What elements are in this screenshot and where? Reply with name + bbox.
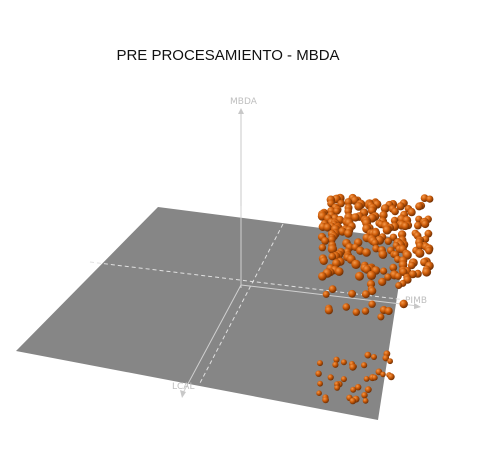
data-point — [382, 225, 392, 235]
data-point — [340, 376, 347, 383]
data-point — [316, 390, 322, 397]
data-point — [408, 270, 417, 279]
data-point — [384, 237, 392, 245]
data-point — [349, 397, 357, 405]
data-point — [387, 373, 395, 381]
data-point — [361, 392, 368, 399]
data-point — [361, 362, 368, 369]
data-point — [396, 202, 405, 211]
data-point — [354, 202, 364, 211]
data-point — [350, 386, 357, 393]
data-point — [407, 208, 416, 217]
data-point — [401, 222, 410, 231]
data-point — [349, 363, 357, 371]
plane-gridline-y — [199, 223, 284, 384]
data-point — [321, 237, 329, 245]
data-point — [315, 370, 322, 377]
data-point — [382, 354, 390, 362]
data-point — [391, 207, 399, 216]
data-point — [340, 359, 347, 366]
data-point — [390, 216, 399, 225]
data-point — [352, 308, 360, 316]
data-point — [380, 371, 386, 378]
data-point — [371, 239, 379, 247]
data-point — [355, 384, 362, 391]
data-point — [415, 248, 425, 258]
x-axis-arrow — [414, 303, 421, 309]
data-point — [351, 213, 360, 222]
data-point — [399, 299, 408, 309]
data-point — [415, 202, 424, 211]
data-point — [361, 290, 370, 299]
data-point — [344, 198, 353, 207]
data-point — [424, 229, 433, 238]
data-point — [366, 270, 377, 280]
data-point — [371, 374, 378, 381]
data-point — [324, 306, 333, 315]
points-layer — [315, 193, 434, 405]
data-point — [378, 250, 388, 259]
data-point — [407, 261, 416, 270]
data-point — [421, 219, 430, 229]
data-point — [362, 397, 369, 404]
data-point — [425, 246, 433, 255]
z-axis-arrow — [238, 108, 244, 114]
data-point — [333, 207, 341, 215]
data-point — [364, 386, 372, 393]
data-point — [380, 267, 388, 275]
data-point — [332, 259, 341, 268]
data-point — [334, 267, 344, 276]
data-point — [319, 256, 328, 265]
data-point — [363, 376, 370, 382]
data-point — [318, 272, 327, 281]
data-point — [361, 307, 370, 315]
data-point — [362, 248, 371, 257]
data-point — [355, 271, 364, 281]
z-axis-label: MBDA — [230, 97, 258, 107]
base-plane — [16, 207, 406, 420]
y-axis-label: LCAL — [172, 382, 194, 392]
data-point — [351, 259, 361, 269]
data-point — [377, 313, 385, 321]
data-point — [328, 285, 337, 293]
y-axis-line — [182, 284, 242, 394]
data-point — [344, 229, 353, 238]
data-point — [414, 221, 422, 230]
data-point — [380, 204, 390, 213]
data-point — [327, 244, 338, 254]
data-point — [318, 243, 327, 252]
data-point — [342, 303, 351, 311]
data-point — [327, 374, 334, 381]
data-point — [389, 263, 398, 272]
data-point — [371, 354, 377, 360]
data-point — [384, 273, 392, 281]
data-point — [395, 282, 403, 289]
data-point — [322, 396, 329, 404]
data-point — [334, 385, 340, 391]
data-point — [348, 289, 356, 298]
data-point — [384, 307, 393, 315]
data-point — [322, 290, 330, 298]
data-point — [368, 300, 376, 308]
data-point — [317, 380, 323, 387]
data-point — [394, 272, 402, 280]
data-point — [422, 267, 432, 277]
data-point — [328, 252, 337, 261]
data-point — [317, 360, 323, 367]
data-point — [332, 361, 339, 368]
plot-title: PRE PROCESAMIENTO - MBDA — [116, 47, 340, 64]
data-point — [333, 356, 340, 363]
data-point — [387, 358, 393, 365]
data-point — [426, 195, 434, 203]
data-point — [378, 277, 387, 286]
data-point — [368, 286, 377, 296]
data-point — [364, 351, 372, 359]
data-point — [323, 223, 332, 232]
x-axis-label: PIMB — [405, 296, 427, 306]
data-point — [337, 199, 345, 208]
y-axis-arrow — [180, 390, 186, 398]
